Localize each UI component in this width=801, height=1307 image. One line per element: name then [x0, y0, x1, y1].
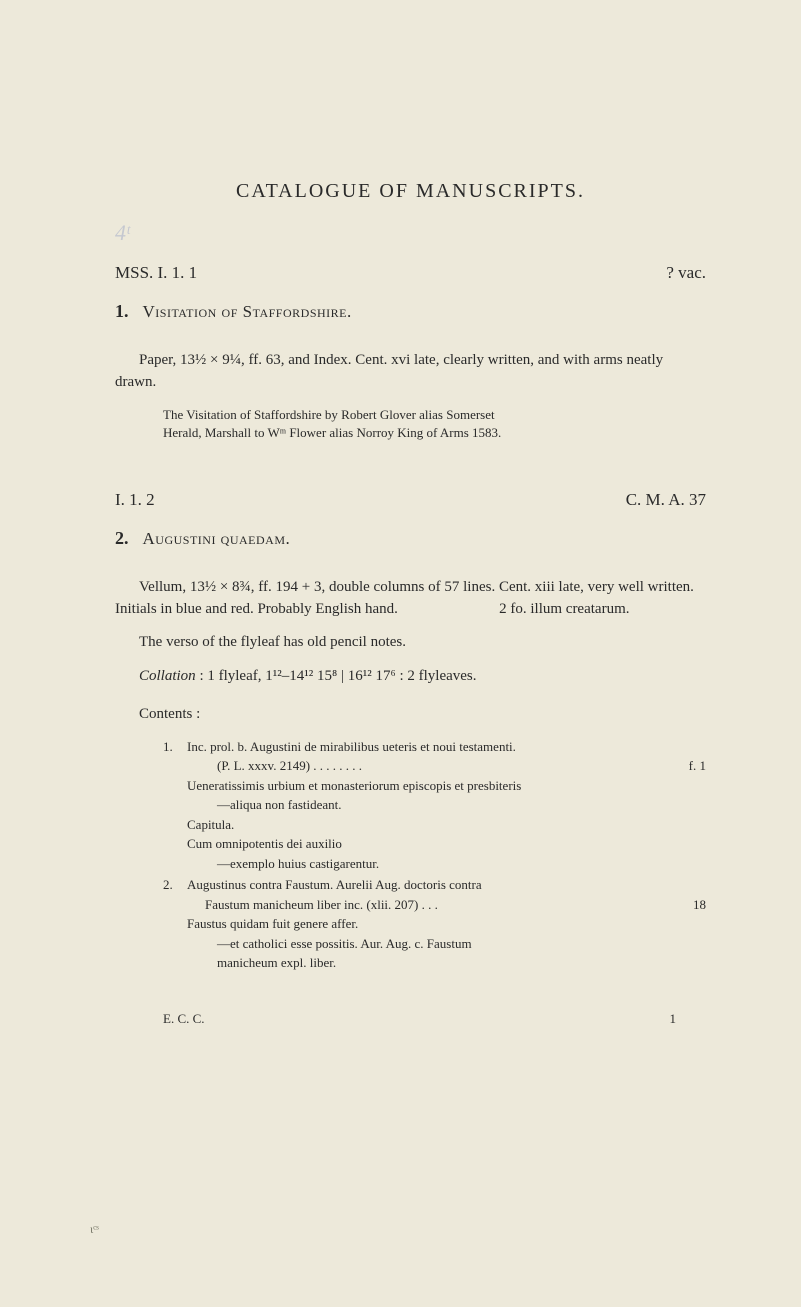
item-page [656, 815, 706, 835]
item-body: Augustinus contra Faustum. Aurelii Aug. … [187, 875, 706, 973]
item-page [656, 953, 706, 973]
catalog-heading-line: I. 1. 2 C. M. A. 37 [115, 490, 706, 510]
item-page: 18 [656, 895, 706, 915]
item-line: —exemplo huius castigarentur. [187, 854, 706, 874]
mss-label-right: ? vac. [666, 263, 706, 283]
item-page [656, 914, 706, 934]
item-line: (P. L. xxxv. 2149) . . . . . . . .f. 1 [187, 756, 706, 776]
item-line: Capitula. [187, 815, 706, 835]
entry2-body3: Collation : 1 flyleaf, 1¹²–14¹² 15⁸ | 16… [115, 666, 706, 688]
section-1-heading: 1. Visitation of Staffordshire. [115, 301, 706, 322]
item-line: manicheum expl. liber. [187, 953, 706, 973]
mss-label-left: MSS. I. 1. 1 [115, 263, 197, 283]
item-page [656, 737, 706, 757]
footer-left: E. C. C. [163, 1011, 205, 1027]
item-line: Cum omnipotentis dei auxilio [187, 834, 706, 854]
item-text: Augustinus contra Faustum. Aurelii Aug. … [187, 875, 656, 895]
item-number: 1. [163, 737, 187, 874]
footer-right: 1 [670, 1011, 677, 1027]
entry1-note-line2: Herald, Marshall to Wᵐ Flower alias Norr… [163, 424, 706, 442]
content-item: 2.Augustinus contra Faustum. Aurelii Aug… [163, 875, 706, 973]
entry1-note-line1: The Visitation of Staffordshire by Rober… [163, 406, 706, 424]
section-number: 2. [115, 528, 129, 549]
item-line: —et catholici esse possitis. Aur. Aug. c… [187, 934, 706, 954]
item-text: (P. L. xxxv. 2149) . . . . . . . . [217, 756, 656, 776]
entry2-body2: The verso of the flyleaf has old pencil … [115, 632, 706, 654]
entry1-body: Paper, 13½ × 9¼, ff. 63, and Index. Cent… [115, 350, 706, 394]
item-page [656, 776, 706, 796]
mss-heading-line: MSS. I. 1. 1 ? vac. [115, 263, 706, 283]
item-number: 2. [163, 875, 187, 973]
entry2-body1: Vellum, 13½ × 8¾, ff. 194 + 3, double co… [115, 577, 706, 621]
section-title: Visitation of Staffordshire. [143, 302, 352, 322]
item-line: Augustinus contra Faustum. Aurelii Aug. … [187, 875, 706, 895]
item-line: —aliqua non fastideant. [187, 795, 706, 815]
item-page [656, 875, 706, 895]
item-line: Faustus quidam fuit genere affer. [187, 914, 706, 934]
item-text: —et catholici esse possitis. Aur. Aug. c… [217, 934, 656, 954]
item-page [656, 854, 706, 874]
corner-mark: ιᶜˢ [90, 1222, 99, 1237]
item-page: f. 1 [656, 756, 706, 776]
item-body: Inc. prol. b. Augustini de mirabilibus u… [187, 737, 706, 874]
item-text: Capitula. [187, 815, 656, 835]
item-text: Cum omnipotentis dei auxilio [187, 834, 656, 854]
item-page [656, 834, 706, 854]
item-page [656, 795, 706, 815]
item-line: Inc. prol. b. Augustini de mirabilibus u… [187, 737, 706, 757]
item-text: manicheum expl. liber. [217, 953, 656, 973]
main-title: CATALOGUE OF MANUSCRIPTS. [115, 180, 706, 203]
contents-list: 1.Inc. prol. b. Augustini de mirabilibus… [163, 737, 706, 973]
footer-line: E. C. C. 1 [163, 1011, 676, 1027]
item-line: Faustum manicheum liber inc. (xlii. 207)… [187, 895, 706, 915]
contents-header: Contents : [115, 706, 706, 723]
entry1-note: The Visitation of Staffordshire by Rober… [163, 406, 706, 442]
item-line: Ueneratissimis urbium et monasteriorum e… [187, 776, 706, 796]
item-text: —exemplo huius castigarentur. [217, 854, 656, 874]
section-title: Augustini quaedam. [143, 529, 291, 549]
item-text: Faustus quidam fuit genere affer. [187, 914, 656, 934]
content-item: 1.Inc. prol. b. Augustini de mirabilibus… [163, 737, 706, 874]
item-text: Ueneratissimis urbium et monasteriorum e… [187, 776, 656, 796]
catalog-left: I. 1. 2 [115, 490, 155, 510]
item-text: Inc. prol. b. Augustini de mirabilibus u… [187, 737, 656, 757]
section-2-heading: 2. Augustini quaedam. [115, 528, 706, 549]
section-number: 1. [115, 301, 129, 322]
watermark-text: 4ᵗ [115, 220, 130, 246]
item-text: —aliqua non fastideant. [217, 795, 656, 815]
item-page [656, 934, 706, 954]
item-text: Faustum manicheum liber inc. (xlii. 207)… [205, 895, 656, 915]
catalog-right: C. M. A. 37 [626, 490, 706, 510]
